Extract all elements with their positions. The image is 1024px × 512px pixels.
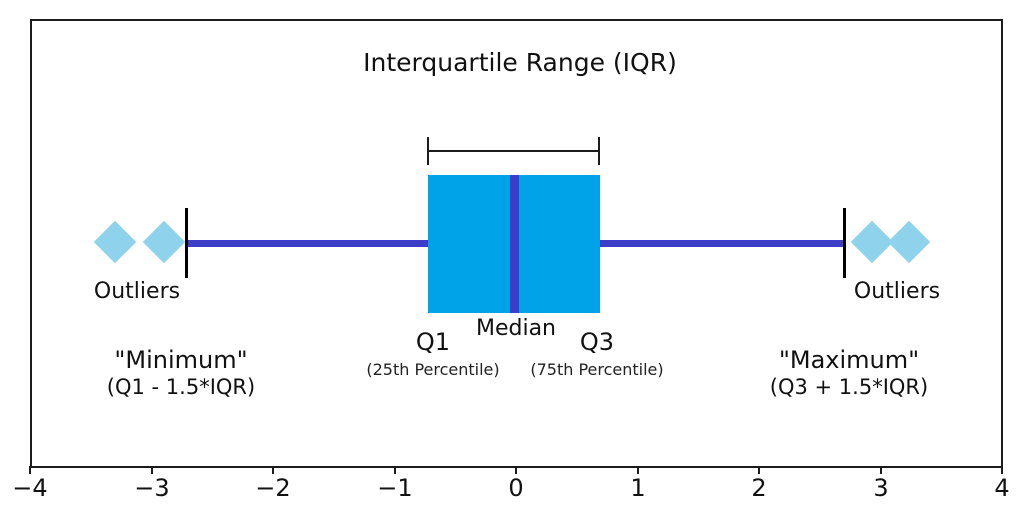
median-label: Median [475,316,557,341]
x-tick-label: 1 [630,474,646,502]
x-tick-mark [151,466,153,474]
outliers-left-label: Outliers [93,279,181,304]
whisker-cap-right [843,208,846,278]
minimum-label: "Minimum" [114,346,248,374]
median-line [510,175,519,313]
iqr-bracket-right-tick [598,137,600,165]
x-tick-mark [637,466,639,474]
x-tick-mark [272,466,274,474]
x-tick-label: −4 [12,474,48,502]
x-tick-mark [880,466,882,474]
minimum-formula: (Q1 - 1.5*IQR) [106,374,256,399]
maximum-label: "Maximum" [778,346,920,374]
x-tick-label: 4 [994,474,1010,502]
whisker-right [600,240,843,247]
q3-percentile-label: (75th Percentile) [530,360,664,379]
q1-percentile-label: (25th Percentile) [366,360,500,379]
x-tick-mark [758,466,760,474]
x-tick-mark [515,466,517,474]
x-tick-label: 0 [508,474,524,502]
x-tick-mark [29,466,31,474]
iqr-bracket-left-tick [427,137,429,165]
whisker-left [186,240,428,247]
q1-label: Q1 [415,328,451,356]
q3-label: Q3 [579,328,615,356]
outliers-right-label: Outliers [853,279,941,304]
x-tick-label: 2 [751,474,767,502]
x-tick-label: −3 [134,474,170,502]
iqr-bracket-line [428,150,600,152]
x-tick-mark [394,466,396,474]
x-tick-label: 3 [873,474,889,502]
x-tick-label: −2 [255,474,291,502]
minimum-annotation: "Minimum" (Q1 - 1.5*IQR) [106,346,256,399]
x-tick-label: −1 [377,474,413,502]
whisker-cap-left [185,208,188,278]
maximum-annotation: "Maximum" (Q3 + 1.5*IQR) [769,346,929,399]
x-tick-mark [1001,466,1003,474]
maximum-formula: (Q3 + 1.5*IQR) [769,374,929,399]
chart-title: Interquartile Range (IQR) [363,48,677,77]
